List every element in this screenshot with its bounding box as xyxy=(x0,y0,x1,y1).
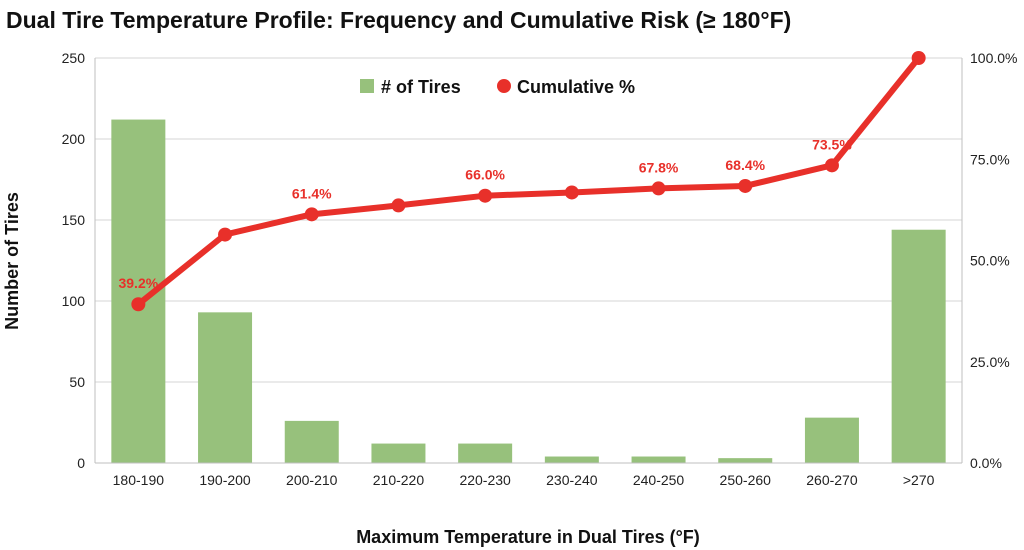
data-label: 39.2% xyxy=(118,275,158,291)
bar xyxy=(544,456,599,463)
cumulative-point xyxy=(651,181,666,196)
y-tick-label: 100 xyxy=(62,293,86,309)
bar xyxy=(631,456,686,463)
cumulative-point xyxy=(304,207,319,222)
legend-bar-label: # of Tires xyxy=(381,77,461,97)
y2-tick-label: 100.0% xyxy=(970,50,1017,66)
y-axis-label: Number of Tires xyxy=(2,192,22,330)
bar xyxy=(718,458,773,463)
data-label: 66.0% xyxy=(465,167,505,183)
y2-tick-label: 75.0% xyxy=(970,151,1010,167)
x-tick-label: 260-270 xyxy=(806,472,858,488)
bar xyxy=(804,417,859,463)
x-tick-label: 190-200 xyxy=(199,472,251,488)
x-axis-label: Maximum Temperature in Dual Tires (°F) xyxy=(356,527,700,547)
y-tick-label: 250 xyxy=(62,50,86,66)
cumulative-point xyxy=(131,297,146,312)
x-tick-label: >270 xyxy=(903,472,935,488)
y-tick-label: 150 xyxy=(62,212,86,228)
bar xyxy=(198,312,253,463)
cumulative-line-path xyxy=(135,55,922,308)
data-label: 61.4% xyxy=(292,185,332,201)
cumulative-line: 39.2% 61.4% 66.0% 67.8% 68.4% 73.5% xyxy=(118,51,926,312)
x-tick-label: 250-260 xyxy=(720,472,772,488)
cumulative-point xyxy=(391,198,406,213)
legend-line-label: Cumulative % xyxy=(517,77,635,97)
cumulative-point xyxy=(911,51,926,65)
y2-tick-label: 50.0% xyxy=(970,253,1010,269)
x-tick-label: 230-240 xyxy=(546,472,598,488)
bar xyxy=(458,443,513,463)
cumulative-point xyxy=(564,185,579,200)
axes: 0 50 100 150 200 250 0.0% 25.0% 50.0% 75.0% 100.0%… xyxy=(62,50,1018,488)
cumulative-point xyxy=(738,178,753,193)
x-tick-label: 240-250 xyxy=(633,472,685,488)
y-tick-label: 0 xyxy=(77,455,85,471)
chart-title: Dual Tire Temperature Profile: Frequency… xyxy=(6,7,791,33)
legend-line-swatch xyxy=(497,79,511,93)
x-tick-label: 220-230 xyxy=(459,472,511,488)
bar xyxy=(371,443,426,463)
cumulative-point xyxy=(218,227,233,242)
cumulative-point xyxy=(478,188,493,203)
cumulative-point xyxy=(824,158,839,173)
data-label: 73.5% xyxy=(812,136,852,152)
data-label: 67.8% xyxy=(639,159,679,175)
data-label: 68.4% xyxy=(725,157,765,173)
bar xyxy=(284,420,339,463)
y2-tick-label: 25.0% xyxy=(970,354,1010,370)
legend-bar-swatch xyxy=(360,79,374,93)
y2-tick-label: 0.0% xyxy=(970,455,1002,471)
x-tick-label: 200-210 xyxy=(286,472,338,488)
y-tick-label: 50 xyxy=(69,374,85,390)
bar xyxy=(891,229,946,463)
x-tick-label: 210-220 xyxy=(373,472,425,488)
x-tick-label: 180-190 xyxy=(113,472,165,488)
legend: # of Tires Cumulative % xyxy=(360,77,635,97)
y-tick-label: 200 xyxy=(62,131,86,147)
